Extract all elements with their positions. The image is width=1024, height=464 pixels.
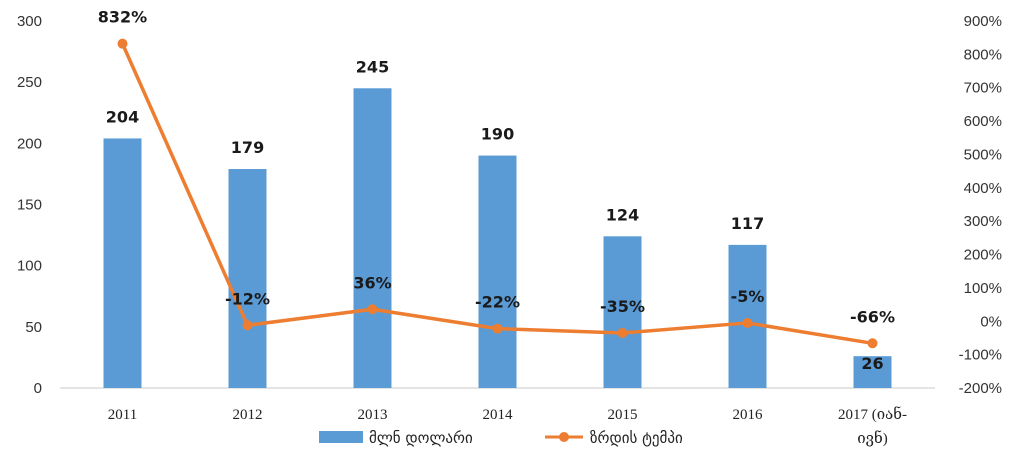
category-label: 2014 — [483, 407, 514, 423]
legend-bar-swatch — [319, 431, 363, 443]
left-axis-tick-label: 300 — [17, 13, 42, 30]
bar-data-label: 204 — [106, 107, 139, 126]
legend: მლნ დოლარი ზრდის ტემპი — [319, 429, 683, 447]
left-axis-tick-label: 250 — [17, 74, 42, 91]
category-label-line: 2017 (იან- — [838, 405, 907, 423]
right-axis-tick-label: 300% — [964, 213, 1002, 230]
bar-data-labels: 204 179 245 190 124 117 26 — [106, 57, 884, 373]
bar — [103, 138, 142, 388]
line-data-label: -66% — [850, 307, 895, 326]
right-axis-tick-label: 600% — [964, 113, 1002, 130]
line-point — [617, 327, 628, 338]
right-axis-tick-label: 800% — [964, 46, 1002, 63]
category-label: 2012 — [233, 407, 263, 423]
line-point — [367, 304, 378, 315]
category-label-line: 2012 — [233, 407, 263, 423]
bar-series — [103, 88, 892, 389]
right-axis-tick-label: 200% — [964, 247, 1002, 264]
right-axis-tick-label: 700% — [964, 80, 1002, 97]
category-label: 2013 — [358, 407, 388, 423]
legend-bar-label: მლნ დოლარი — [369, 429, 473, 447]
line-point — [242, 320, 253, 331]
line-point — [742, 317, 753, 328]
bar-data-label: 245 — [356, 57, 389, 76]
line-point — [867, 338, 878, 349]
category-axis-labels: 2011 2012 2013 2014 2015 2016 2017 (იან-ივნ) — [108, 405, 907, 447]
bar — [603, 236, 642, 388]
legend-line-label: ზრდის ტემპი — [590, 429, 683, 447]
line-data-label: -22% — [475, 293, 520, 312]
right-axis-tick-label: -200% — [959, 380, 1002, 397]
bar — [228, 169, 267, 388]
line-data-label: -5% — [731, 287, 765, 306]
bar — [478, 155, 517, 388]
right-axis-tick-label: 400% — [964, 180, 1002, 197]
line-data-labels: 832% -12% 36% -22% -35% -5% -66% — [98, 8, 895, 327]
legend-line-marker — [559, 432, 569, 442]
right-axis-labels: -200% -100% 0% 100% 200% 300% 400% 500% 600% 700%… — [959, 13, 1002, 397]
category-label-line: 2015 — [608, 407, 638, 423]
category-label: 2015 — [608, 407, 638, 423]
line-data-label: -35% — [600, 297, 645, 316]
bar-data-label: 117 — [731, 214, 764, 233]
line-series — [117, 38, 878, 349]
bar — [728, 244, 767, 388]
category-label: 2017 (იან-ივნ) — [838, 405, 907, 447]
category-label-line: ივნ) — [857, 429, 888, 447]
line-data-label: 832% — [98, 8, 147, 27]
line-point — [117, 38, 128, 49]
left-axis-labels: 0 50 100 150 200 250 300 — [17, 13, 42, 397]
category-label-line: 2016 — [733, 407, 764, 423]
right-axis-tick-label: -100% — [959, 347, 1002, 364]
right-axis-tick-label: 0% — [980, 313, 1002, 330]
bar-data-label: 124 — [606, 205, 639, 224]
left-axis-tick-label: 150 — [17, 197, 42, 214]
bar-data-label: 179 — [231, 138, 264, 157]
right-axis-tick-label: 100% — [964, 280, 1002, 297]
bar-data-label: 26 — [861, 354, 883, 373]
right-axis-tick-label: 500% — [964, 146, 1002, 163]
bar — [853, 356, 892, 388]
category-label-line: 2013 — [358, 407, 388, 423]
line-data-label: 36% — [353, 273, 391, 292]
left-axis-tick-label: 50 — [25, 319, 42, 336]
left-axis-tick-label: 0 — [34, 380, 42, 397]
category-label-line: 2011 — [108, 407, 137, 423]
bar — [353, 88, 392, 389]
category-label: 2016 — [733, 407, 764, 423]
left-axis-tick-label: 200 — [17, 135, 42, 152]
bar-data-label: 190 — [481, 125, 514, 144]
line-data-label: -12% — [225, 289, 270, 308]
category-label: 2011 — [108, 407, 137, 423]
right-axis-tick-label: 900% — [964, 13, 1002, 30]
left-axis-tick-label: 100 — [17, 258, 42, 275]
line-point — [492, 323, 503, 334]
category-label-line: 2014 — [483, 407, 514, 423]
